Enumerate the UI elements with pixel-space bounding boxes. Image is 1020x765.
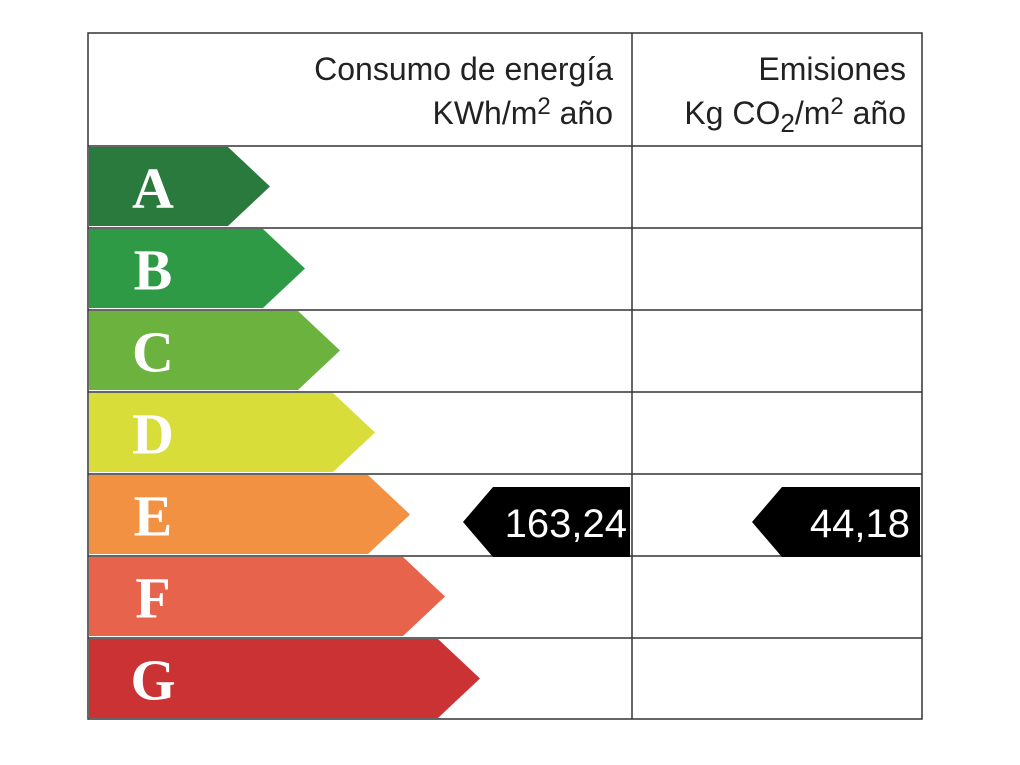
energy-title: Consumo de energía bbox=[314, 51, 613, 87]
rating-arrow bbox=[89, 393, 375, 472]
rating-arrow bbox=[89, 311, 340, 390]
emissions-title: Emisiones bbox=[758, 51, 906, 87]
rating-arrow bbox=[89, 229, 305, 308]
energy-unit: KWh/m2 año bbox=[432, 93, 613, 131]
rating-letter: C bbox=[132, 320, 174, 385]
rating-letter: D bbox=[132, 402, 174, 467]
unit-text: KWh/m bbox=[432, 95, 537, 131]
unit-text: año bbox=[551, 95, 613, 131]
emissions-indicator bbox=[752, 487, 920, 557]
rating-arrow bbox=[89, 147, 270, 226]
unit-text: año bbox=[844, 95, 906, 131]
energy-value: 163,24 bbox=[505, 502, 627, 546]
table-border bbox=[87, 32, 923, 720]
unit-sub: 2 bbox=[780, 108, 794, 138]
energy-indicator bbox=[463, 487, 630, 557]
rating-arrow bbox=[89, 475, 410, 554]
rating-letter: F bbox=[135, 566, 170, 631]
unit-sup: 2 bbox=[537, 93, 550, 120]
emissions-value: 44,18 bbox=[810, 502, 910, 546]
unit-text: /m bbox=[795, 95, 831, 131]
rating-arrow bbox=[89, 639, 480, 718]
rating-arrow bbox=[89, 557, 445, 636]
rating-letter: B bbox=[134, 238, 173, 303]
rating-letter: A bbox=[132, 156, 174, 221]
emissions-unit: Kg CO2/m2 año bbox=[684, 93, 906, 138]
unit-text: Kg CO bbox=[684, 95, 780, 131]
rating-letter: E bbox=[134, 484, 173, 549]
unit-sup: 2 bbox=[830, 93, 843, 120]
rating-letter: G bbox=[130, 648, 175, 713]
